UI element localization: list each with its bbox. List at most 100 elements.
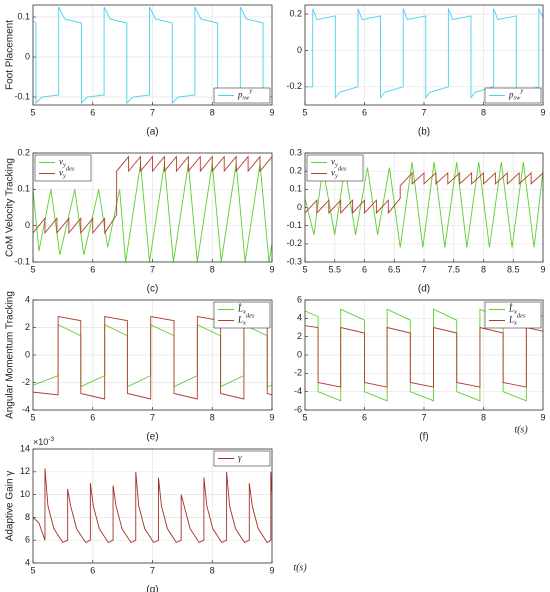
panel: 5 6 7 8 9 -0.1 0 0.1 0.2 (c) CoM Velocity Tracking… xyxy=(5,147,275,294)
legend-box xyxy=(34,154,92,182)
y-tick-label: -0.1 xyxy=(286,220,302,230)
data-line xyxy=(33,315,272,400)
x-tick-label: 6 xyxy=(90,565,95,575)
legend-box xyxy=(484,301,542,329)
data-line xyxy=(305,171,543,215)
superscript: des xyxy=(66,166,75,173)
text-base: L xyxy=(508,315,514,325)
plot-frame xyxy=(304,152,544,263)
y-tick-label: -4 xyxy=(294,386,302,396)
y-tick-label: -0.3 xyxy=(286,256,302,266)
x-tick-label: 6 xyxy=(362,107,367,117)
panel-label: (f) xyxy=(419,432,428,443)
y-tick-label: 0 xyxy=(297,45,302,55)
plot-frame xyxy=(32,299,273,411)
subscript: sw xyxy=(243,95,251,102)
legend-label: γ xyxy=(238,453,242,463)
subscript: x xyxy=(242,320,246,327)
text-base: L̂ xyxy=(508,303,514,313)
subscript: x xyxy=(513,320,517,327)
x-tick-label: 8 xyxy=(210,412,215,422)
y-tick-label: 4 xyxy=(297,313,302,323)
y-tick-label: 0 xyxy=(25,51,30,61)
x-tick-label: 5 xyxy=(302,264,307,274)
subscript: y xyxy=(62,162,66,169)
panel-label: (e) xyxy=(146,432,158,443)
y-axis-label: CoM Velocity Tracking xyxy=(5,158,16,257)
x-tick-label: 8 xyxy=(481,264,486,274)
text-base: v xyxy=(59,157,63,167)
y-tick-label: -6 xyxy=(294,404,302,414)
y-tick-label: 0.2 xyxy=(17,147,30,157)
x-tick-label: 9 xyxy=(540,107,545,117)
x-tick-label: 7 xyxy=(421,264,426,274)
legend-box xyxy=(213,450,271,467)
x-tick-label: 8 xyxy=(210,264,215,274)
subscript: x xyxy=(242,309,246,316)
text-base: γ xyxy=(238,453,242,463)
data-line xyxy=(33,155,272,235)
text-base: L xyxy=(237,315,243,325)
text-base: ×10 xyxy=(33,437,48,447)
x-tick-label: 9 xyxy=(269,107,274,117)
panel-label: (a) xyxy=(146,127,158,138)
y-tick-label: 10 xyxy=(20,489,30,499)
data-line xyxy=(33,6,272,105)
x-tick-label: 9 xyxy=(269,412,274,422)
y-tick-label: 12 xyxy=(20,466,30,476)
x-tick-label: 7 xyxy=(150,107,155,117)
legend-label: pswy xyxy=(508,88,523,102)
superscript: des xyxy=(517,313,526,320)
y-tick-label: 0.1 xyxy=(17,11,30,21)
legend-label: Lxdes xyxy=(508,313,526,327)
legend-box xyxy=(306,154,364,182)
x-tick-label: 7.5 xyxy=(447,264,460,274)
superscript: y xyxy=(519,88,523,95)
x-tick-label: 9 xyxy=(540,412,545,422)
legend-label: pswy xyxy=(237,88,252,102)
y-tick-label: -2 xyxy=(22,377,30,387)
data-line xyxy=(33,468,272,544)
y-tick-label: -0.1 xyxy=(14,256,30,266)
panel-label: (g) xyxy=(146,585,158,592)
data-line xyxy=(305,8,543,100)
x-tick-label: 8 xyxy=(210,565,215,575)
y-tick-label: 2 xyxy=(25,322,30,332)
panel: 5 6 7 8 9 -4 -2 0 2 4 (e) Angular Momentum Tracking… xyxy=(5,291,275,443)
data-line xyxy=(305,325,543,388)
data-line xyxy=(33,163,272,262)
y-tick-label: 14 xyxy=(20,443,30,453)
plot-frame xyxy=(32,152,273,263)
superscript: des xyxy=(338,166,347,173)
y-tick-label: -0.2 xyxy=(286,238,302,248)
text-base: L̂ xyxy=(237,303,243,313)
y-tick-label: 6 xyxy=(25,535,30,545)
text-base: v xyxy=(59,168,63,178)
y-tick-label: 4 xyxy=(25,557,30,567)
y-tick-label: 2 xyxy=(297,331,302,341)
y-tick-label: 0 xyxy=(25,349,30,359)
x-tick-label: 5.5 xyxy=(328,264,341,274)
panel: 5 5.5 6 6.5 7 7.5 8 8.5 9 -0.3 -0.2 -0.1 0 0.1 0.2 0.3 (… xyxy=(286,147,545,294)
y-tick-label: 6 xyxy=(297,294,302,304)
superscript: des xyxy=(246,313,255,320)
y-tick-label: 4 xyxy=(25,294,30,304)
data-line xyxy=(305,162,543,248)
legend-label: vy xyxy=(59,157,66,169)
y-tick-label: 0.1 xyxy=(289,184,302,194)
x-tick-label: 8 xyxy=(210,107,215,117)
legend-label: vy xyxy=(331,157,338,169)
y-tick-label: -0.1 xyxy=(14,91,30,101)
x-tick-label: 9 xyxy=(540,264,545,274)
text-base: v xyxy=(331,168,335,178)
x-tick-label: 6.5 xyxy=(388,264,401,274)
x-tick-label: 7 xyxy=(150,412,155,422)
panel: 5 6 7 8 9 4 6 8 10 12 14 (g) Adaptive Gain γ t(s) ×10-… xyxy=(5,436,308,592)
x-tick-label: 6 xyxy=(362,412,367,422)
y-tick-label: 8 xyxy=(25,512,30,522)
panel-label: (d) xyxy=(418,284,430,295)
y-tick-label: 0 xyxy=(297,202,302,212)
x-tick-label: 5 xyxy=(302,107,307,117)
x-tick-label: 7 xyxy=(421,107,426,117)
subscript: y xyxy=(62,173,66,180)
